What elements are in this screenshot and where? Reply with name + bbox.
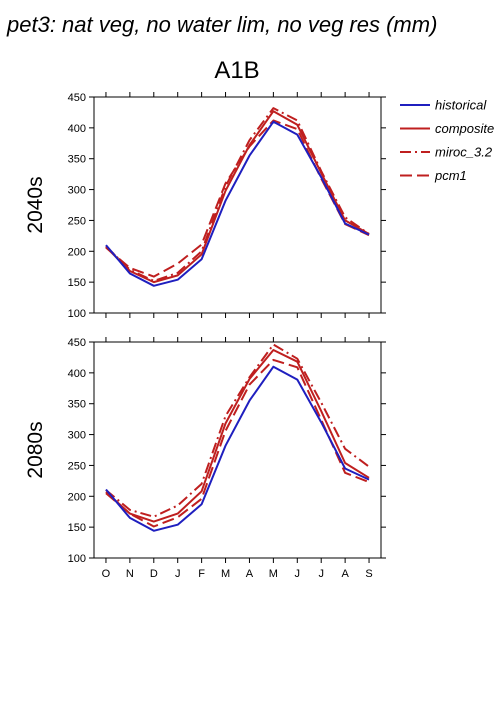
legend-label-historical: historical bbox=[435, 98, 487, 113]
x-tick-label: D bbox=[150, 568, 158, 580]
y-tick-label: 350 bbox=[68, 399, 86, 411]
series-line-miroc-3-2 bbox=[105, 343, 370, 518]
panel-2080s: 100 150 200 250 300 350 400 450 O N D J F M A M J J A S 2080… bbox=[24, 337, 386, 580]
series-line-miroc-3-2 bbox=[105, 107, 370, 282]
figure-title: pet3: nat veg, no water lim, no veg res … bbox=[7, 12, 438, 37]
y-tick-label: 300 bbox=[68, 430, 86, 442]
y-tick-label: 250 bbox=[68, 215, 86, 227]
legend-label-miroc-3-2: miroc_3.2 bbox=[435, 145, 493, 160]
x-tick-label: M bbox=[269, 568, 278, 580]
x-tick-label: F bbox=[198, 568, 205, 580]
x-tick-label: S bbox=[365, 568, 372, 580]
y-tick-label: 200 bbox=[68, 246, 86, 258]
series-line-historical bbox=[105, 120, 370, 287]
y-tick-label: 450 bbox=[68, 92, 86, 104]
x-tick-label: M bbox=[221, 568, 230, 580]
plot-frame bbox=[93, 96, 382, 314]
series-line-composite bbox=[105, 110, 370, 284]
plot-frame bbox=[93, 341, 382, 559]
panel-2040s: 100 150 200 250 300 350 400 450 2040s bbox=[24, 92, 386, 320]
row-label-2040s: 2040s bbox=[24, 176, 47, 233]
row-label-2080s: 2080s bbox=[24, 421, 47, 478]
y-tick-label: 200 bbox=[68, 491, 86, 503]
y-tick-label: 250 bbox=[68, 460, 86, 472]
y-tick-label: 400 bbox=[68, 123, 86, 135]
scenario-title: A1B bbox=[214, 57, 260, 84]
legend-label-pcm1: pcm1 bbox=[434, 168, 467, 183]
x-tick-label: N bbox=[126, 568, 134, 580]
y-tick-label: 300 bbox=[68, 185, 86, 197]
x-tick-label: A bbox=[341, 568, 349, 580]
legend: historical composite miroc_3.2 pcm1 bbox=[400, 98, 494, 183]
x-tick-label: A bbox=[246, 568, 254, 580]
y-tick-label: 100 bbox=[68, 553, 86, 565]
legend-label-composite: composite bbox=[435, 121, 494, 136]
series-line-composite bbox=[105, 349, 370, 523]
series-line-pcm1 bbox=[105, 119, 370, 278]
y-tick-label: 150 bbox=[68, 522, 86, 534]
x-tick-label: J bbox=[175, 568, 181, 580]
y-tick-label: 100 bbox=[68, 308, 86, 320]
series-line-historical bbox=[105, 365, 370, 532]
series-line-pcm1 bbox=[105, 358, 370, 528]
x-tick-label: J bbox=[318, 568, 324, 580]
x-tick-label: O bbox=[102, 568, 111, 580]
x-tick-label: J bbox=[295, 568, 301, 580]
y-tick-label: 400 bbox=[68, 368, 86, 380]
y-tick-label: 150 bbox=[68, 277, 86, 289]
y-tick-label: 450 bbox=[68, 337, 86, 349]
y-tick-label: 350 bbox=[68, 154, 86, 166]
